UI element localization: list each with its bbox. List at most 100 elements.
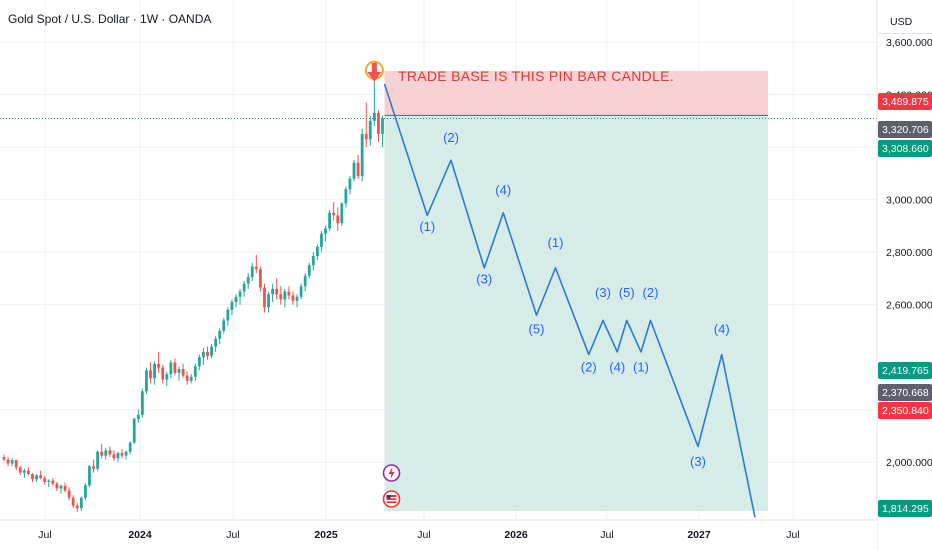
candle	[51, 477, 55, 486]
candle-body	[92, 466, 95, 469]
price-badge[interactable]: 3,308.660	[878, 140, 932, 157]
candle	[295, 294, 299, 308]
candle-body	[303, 275, 307, 287]
candle-body	[88, 466, 91, 486]
candle	[104, 447, 108, 460]
candle	[287, 286, 291, 300]
candle	[352, 160, 356, 182]
candle-body	[84, 485, 87, 498]
annotations: TRADE BASE IS THIS PIN BAR CANDLE.	[364, 60, 674, 508]
candle	[84, 483, 87, 501]
candle-body	[291, 295, 295, 301]
candle-body	[128, 442, 132, 452]
event-us-flag-icon[interactable]	[382, 490, 401, 508]
us-flag-icon	[386, 495, 397, 503]
candle	[214, 336, 218, 352]
wave-label: (5)	[619, 285, 635, 300]
candle-body	[320, 233, 323, 247]
candle-body	[67, 490, 71, 498]
price-badge[interactable]: 1,814.295	[878, 500, 932, 517]
price-badge[interactable]: 2,419.765	[878, 362, 932, 379]
price-badge-label: 2,370.668	[882, 387, 929, 399]
candle-body	[372, 112, 376, 121]
price-badge[interactable]: 3,489.875	[878, 93, 932, 110]
elliott-wave-projection[interactable]: (1) (2) (3) (4) (5) (1) (2) (3) (4) (5) (1) (2) (3) (…	[383, 83, 756, 518]
wave-label: (4)	[495, 182, 511, 197]
price-badge-bg[interactable]	[878, 93, 932, 110]
down-arrow-icon-head	[367, 72, 382, 82]
candle-body	[140, 391, 144, 415]
candle	[275, 278, 279, 300]
candle-body	[108, 450, 112, 455]
candle	[283, 288, 287, 308]
candle-body	[165, 374, 169, 380]
candle	[108, 446, 112, 457]
price-badge[interactable]: 3,320.706	[878, 121, 932, 138]
wave-label: (2)	[443, 130, 459, 145]
candle-body	[51, 480, 55, 484]
price-badge-bg[interactable]	[878, 402, 932, 419]
candle-body	[157, 363, 161, 368]
candle	[92, 459, 95, 473]
wave-label: (3)	[595, 285, 611, 300]
price-badge-label: 3,489.875	[882, 96, 929, 108]
price-badge-label: 1,814.295	[882, 503, 929, 515]
candle-body	[173, 362, 177, 373]
candle	[222, 317, 226, 334]
candle-body	[63, 485, 67, 491]
candle	[149, 362, 152, 384]
position-zones[interactable]	[0, 70, 877, 511]
stop-loss-zone[interactable]	[384, 70, 768, 116]
candle-body	[47, 480, 51, 482]
profit-zone[interactable]	[384, 115, 768, 511]
candle	[31, 473, 34, 482]
candle	[43, 475, 47, 485]
candle	[381, 115, 384, 148]
candle	[177, 366, 181, 381]
candle-body	[279, 294, 283, 300]
price-badge-bg[interactable]	[878, 384, 932, 401]
price-badge-bg[interactable]	[878, 362, 932, 379]
candle-body	[267, 294, 270, 308]
candle	[218, 328, 222, 345]
price-badge-bg[interactable]	[878, 500, 932, 517]
currency-label[interactable]: USD	[890, 16, 913, 28]
time-tick-label: 2024	[128, 529, 152, 541]
candle-body	[299, 286, 303, 297]
candle	[348, 175, 352, 195]
wave-path[interactable]	[383, 83, 756, 518]
candle	[320, 231, 323, 253]
price-tick-label: 3,600.000	[886, 37, 932, 49]
event-lightning-icon[interactable]	[382, 464, 401, 482]
price-badge-bg[interactable]	[878, 140, 932, 157]
candle	[79, 496, 83, 511]
candle	[67, 487, 71, 501]
candle-body	[96, 451, 100, 469]
candle	[291, 291, 295, 305]
candle-body	[222, 320, 226, 331]
chart-title: Gold Spot / U.S. Dollar · 1W · OANDA	[8, 12, 212, 26]
candle-body	[161, 367, 165, 380]
candle	[112, 450, 116, 461]
candle-body	[275, 288, 279, 295]
candle	[315, 244, 319, 260]
candle-body	[206, 351, 209, 356]
price-badge[interactable]: 2,350.840	[878, 402, 932, 419]
candle	[360, 128, 364, 182]
time-axis[interactable]: Jul 2024 Jul 2025 Jul 2026 Jul 2027 Jul	[0, 519, 877, 550]
candle	[324, 225, 327, 242]
candle	[307, 262, 311, 279]
candle	[140, 388, 144, 418]
price-badge-bg[interactable]	[878, 121, 932, 138]
candle-body	[246, 277, 250, 284]
candle-body	[356, 162, 360, 176]
candle	[263, 283, 266, 313]
price-badge[interactable]: 2,370.668	[878, 384, 932, 401]
candle-body	[35, 475, 38, 480]
price-axis[interactable]: USD3,600.0003,400.0003,200.0003,000.0002…	[876, 0, 932, 550]
candle-body	[307, 265, 311, 276]
candles	[2, 68, 384, 513]
wave-label: (3)	[690, 454, 706, 469]
candle-body	[230, 302, 234, 310]
